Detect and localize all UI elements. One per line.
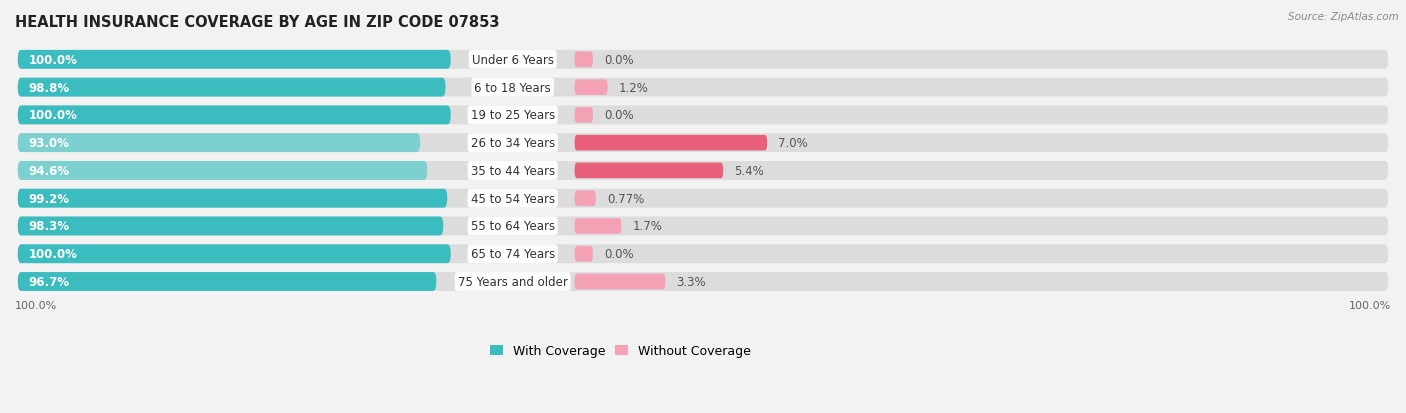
- FancyBboxPatch shape: [575, 135, 768, 151]
- Text: Under 6 Years: Under 6 Years: [471, 54, 554, 66]
- Legend: With Coverage, Without Coverage: With Coverage, Without Coverage: [485, 339, 755, 363]
- FancyBboxPatch shape: [18, 217, 1388, 236]
- Text: 100.0%: 100.0%: [28, 248, 77, 261]
- FancyBboxPatch shape: [575, 52, 593, 68]
- FancyBboxPatch shape: [575, 247, 593, 262]
- FancyBboxPatch shape: [18, 189, 1388, 208]
- Text: 98.3%: 98.3%: [28, 220, 70, 233]
- Text: 94.6%: 94.6%: [28, 164, 70, 178]
- FancyBboxPatch shape: [18, 273, 1388, 291]
- Text: 98.8%: 98.8%: [28, 81, 70, 95]
- Text: 6 to 18 Years: 6 to 18 Years: [474, 81, 551, 95]
- Text: 65 to 74 Years: 65 to 74 Years: [471, 248, 555, 261]
- FancyBboxPatch shape: [575, 80, 607, 96]
- Text: 0.0%: 0.0%: [605, 248, 634, 261]
- FancyBboxPatch shape: [18, 244, 1388, 263]
- FancyBboxPatch shape: [575, 191, 596, 206]
- FancyBboxPatch shape: [18, 51, 451, 70]
- Text: 93.0%: 93.0%: [28, 137, 70, 150]
- Text: Source: ZipAtlas.com: Source: ZipAtlas.com: [1288, 12, 1399, 22]
- FancyBboxPatch shape: [18, 78, 446, 97]
- FancyBboxPatch shape: [18, 78, 1388, 97]
- Text: 1.7%: 1.7%: [633, 220, 662, 233]
- FancyBboxPatch shape: [575, 218, 621, 234]
- FancyBboxPatch shape: [575, 108, 593, 123]
- Text: 100.0%: 100.0%: [15, 300, 58, 310]
- Text: 100.0%: 100.0%: [28, 109, 77, 122]
- Text: 100.0%: 100.0%: [28, 54, 77, 66]
- FancyBboxPatch shape: [18, 161, 1388, 180]
- Text: 75 Years and older: 75 Years and older: [458, 275, 568, 288]
- FancyBboxPatch shape: [18, 189, 447, 208]
- Text: 99.2%: 99.2%: [28, 192, 70, 205]
- FancyBboxPatch shape: [575, 163, 723, 179]
- Text: 19 to 25 Years: 19 to 25 Years: [471, 109, 555, 122]
- FancyBboxPatch shape: [18, 273, 436, 291]
- FancyBboxPatch shape: [18, 161, 427, 180]
- Text: 0.77%: 0.77%: [607, 192, 644, 205]
- FancyBboxPatch shape: [18, 106, 1388, 125]
- Text: 3.3%: 3.3%: [676, 275, 706, 288]
- Text: 26 to 34 Years: 26 to 34 Years: [471, 137, 555, 150]
- Text: 100.0%: 100.0%: [1348, 300, 1391, 310]
- FancyBboxPatch shape: [18, 244, 451, 263]
- FancyBboxPatch shape: [18, 51, 1388, 70]
- Text: 45 to 54 Years: 45 to 54 Years: [471, 192, 555, 205]
- FancyBboxPatch shape: [18, 217, 443, 236]
- Text: 5.4%: 5.4%: [734, 164, 763, 178]
- FancyBboxPatch shape: [575, 274, 665, 290]
- FancyBboxPatch shape: [18, 106, 451, 125]
- Text: 0.0%: 0.0%: [605, 54, 634, 66]
- Text: 7.0%: 7.0%: [779, 137, 808, 150]
- FancyBboxPatch shape: [18, 134, 1388, 153]
- Text: 55 to 64 Years: 55 to 64 Years: [471, 220, 555, 233]
- FancyBboxPatch shape: [18, 134, 420, 153]
- Text: 0.0%: 0.0%: [605, 109, 634, 122]
- Text: 35 to 44 Years: 35 to 44 Years: [471, 164, 555, 178]
- Text: 1.2%: 1.2%: [619, 81, 648, 95]
- Text: HEALTH INSURANCE COVERAGE BY AGE IN ZIP CODE 07853: HEALTH INSURANCE COVERAGE BY AGE IN ZIP …: [15, 15, 499, 30]
- Text: 96.7%: 96.7%: [28, 275, 70, 288]
